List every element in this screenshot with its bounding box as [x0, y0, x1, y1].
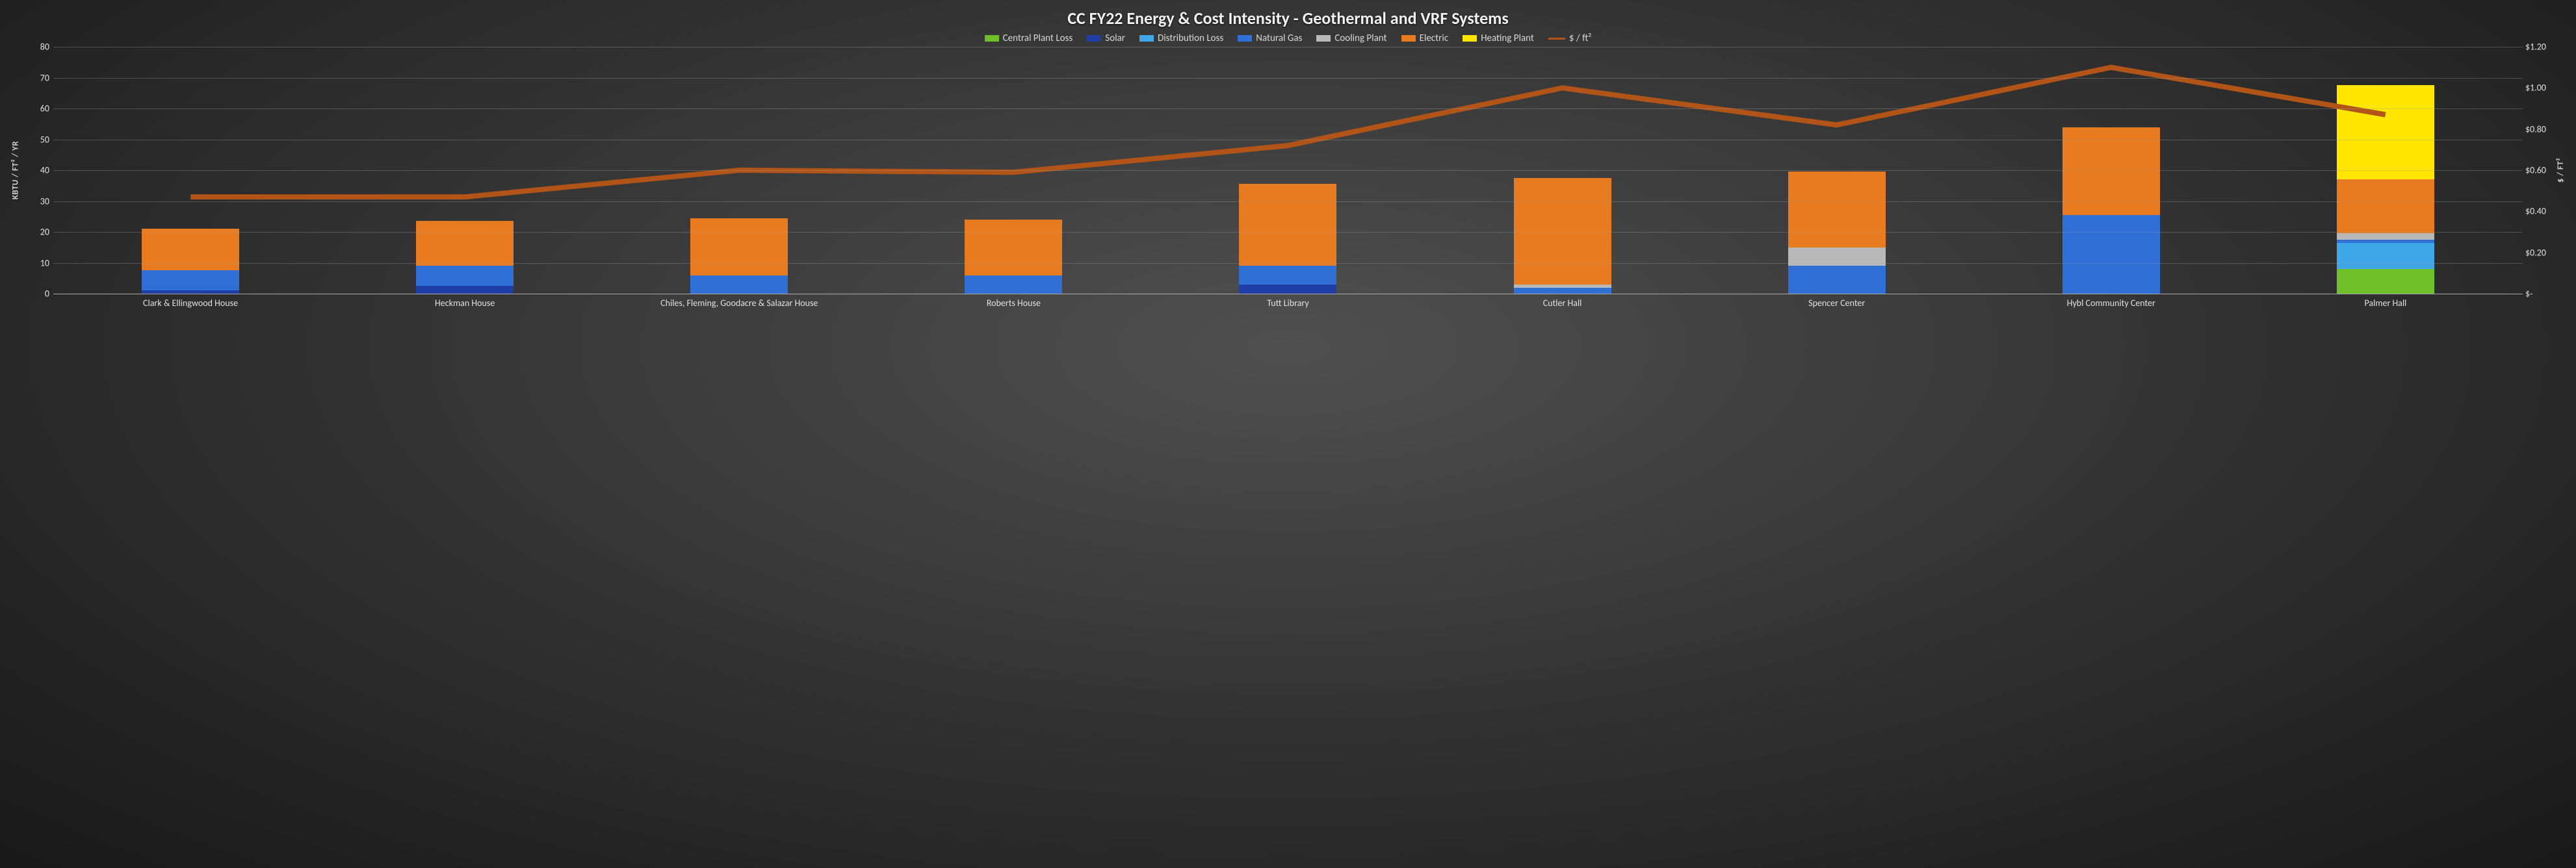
x-axis-label: Hybl Community Center — [1974, 298, 2248, 309]
bar-segment-distribution_loss — [2337, 243, 2434, 269]
y-tick-left: 50 — [31, 134, 49, 145]
bar-segment-electric — [1788, 172, 1886, 247]
bar-segment-natural_gas — [1239, 266, 1336, 285]
chart-legend: Central Plant Loss Solar Distribution Loss… — [12, 32, 2564, 44]
legend-swatch — [1401, 35, 1416, 42]
gridline — [53, 78, 2523, 79]
legend-item-cost-line: $ / ft² — [1548, 32, 1591, 44]
legend-label: Central Plant Loss — [1003, 32, 1073, 44]
bar-segment-natural_gas — [1788, 266, 1886, 294]
y-tick-right: $0.20 — [2525, 247, 2555, 258]
y-axis-left-label: KBTU / FT² / YR — [11, 141, 21, 199]
bar-segment-electric — [1239, 184, 1336, 266]
gridline — [53, 170, 2523, 171]
legend-label: Cooling Plant — [1334, 32, 1386, 44]
energy-cost-chart: CC FY22 Energy & Cost Intensity - Geothe… — [0, 0, 2576, 313]
legend-swatch — [1238, 35, 1252, 42]
legend-label: $ / ft² — [1569, 32, 1591, 44]
bar-segment-natural_gas — [416, 266, 514, 286]
bar-segment-natural_gas — [1514, 288, 1611, 294]
x-axis-label: Cutler Hall — [1425, 298, 1700, 309]
gridline — [53, 232, 2523, 233]
x-axis-label: Tutt Library — [1151, 298, 1425, 309]
legend-label: Electric — [1420, 32, 1449, 44]
y-tick-left: 20 — [31, 227, 49, 238]
y-tick-left: 60 — [31, 103, 49, 114]
gridline — [53, 263, 2523, 264]
plot-area: 01020304050607080$-$0.20$0.40$0.60$0.80$… — [53, 47, 2523, 294]
legend-item-heating_plant: Heating Plant — [1463, 32, 1534, 44]
y-tick-right: $1.20 — [2525, 42, 2555, 53]
legend-item-electric: Electric — [1401, 32, 1449, 44]
bar-segment-electric — [416, 221, 514, 266]
y-tick-left: 80 — [31, 42, 49, 53]
x-axis-label: Chiles, Fleming, Goodacre & Salazar Hous… — [602, 298, 876, 309]
legend-swatch — [1316, 35, 1331, 42]
x-axis-labels: Clark & Ellingwood HouseHeckman HouseChi… — [53, 298, 2523, 309]
legend-swatch — [985, 35, 999, 42]
bar-segment-electric — [2337, 179, 2434, 233]
x-axis-label: Palmer Hall — [2248, 298, 2523, 309]
chart-title: CC FY22 Energy & Cost Intensity - Geothe… — [12, 8, 2564, 29]
bar-segment-electric — [2062, 127, 2160, 215]
legend-swatch — [1463, 35, 1477, 42]
bar-segment-solar — [416, 286, 514, 294]
bar-segment-natural_gas — [690, 275, 788, 294]
y-tick-right: $0.40 — [2525, 206, 2555, 217]
legend-item-central_plant_loss: Central Plant Loss — [985, 32, 1073, 44]
bar-segment-heating_plant — [2337, 85, 2434, 179]
legend-item-natural_gas: Natural Gas — [1238, 32, 1302, 44]
gridline — [53, 108, 2523, 109]
y-tick-right: $0.80 — [2525, 123, 2555, 134]
bar-segment-solar — [1239, 285, 1336, 294]
y-tick-right: $0.60 — [2525, 165, 2555, 176]
y-tick-right: $- — [2525, 288, 2555, 300]
y-tick-left: 0 — [31, 288, 49, 300]
bar-segment-natural_gas — [2062, 215, 2160, 294]
gridline — [53, 201, 2523, 202]
bar-segment-natural_gas — [965, 275, 1062, 294]
y-axis-right-label: $ / FT² — [2556, 158, 2566, 183]
y-tick-right: $1.00 — [2525, 83, 2555, 94]
legend-item-cooling_plant: Cooling Plant — [1316, 32, 1386, 44]
bar-segment-electric — [965, 220, 1062, 275]
legend-label: Heating Plant — [1481, 32, 1534, 44]
bar-segment-electric — [142, 229, 239, 270]
bar-segment-electric — [690, 218, 788, 275]
y-tick-left: 70 — [31, 72, 49, 83]
bar-segment-electric — [1514, 178, 1611, 285]
x-axis-label: Clark & Ellingwood House — [53, 298, 328, 309]
y-tick-left: 40 — [31, 165, 49, 176]
y-tick-left: 30 — [31, 196, 49, 207]
x-axis-label: Roberts House — [876, 298, 1151, 309]
bar-segment-cooling_plant — [2337, 233, 2434, 240]
legend-item-distribution_loss: Distribution Loss — [1139, 32, 1223, 44]
legend-swatch — [1139, 35, 1154, 42]
x-axis-label: Heckman House — [328, 298, 602, 309]
bar-segment-central_plant_loss — [2337, 269, 2434, 294]
legend-line-swatch — [1548, 38, 1565, 40]
legend-swatch — [1087, 35, 1101, 42]
legend-label: Natural Gas — [1256, 32, 1302, 44]
legend-item-solar: Solar — [1087, 32, 1125, 44]
y-tick-left: 10 — [31, 257, 49, 268]
bar-segment-natural_gas — [142, 270, 239, 290]
legend-label: Solar — [1105, 32, 1125, 44]
x-axis-label: Spencer Center — [1700, 298, 1974, 309]
legend-label: Distribution Loss — [1158, 32, 1223, 44]
